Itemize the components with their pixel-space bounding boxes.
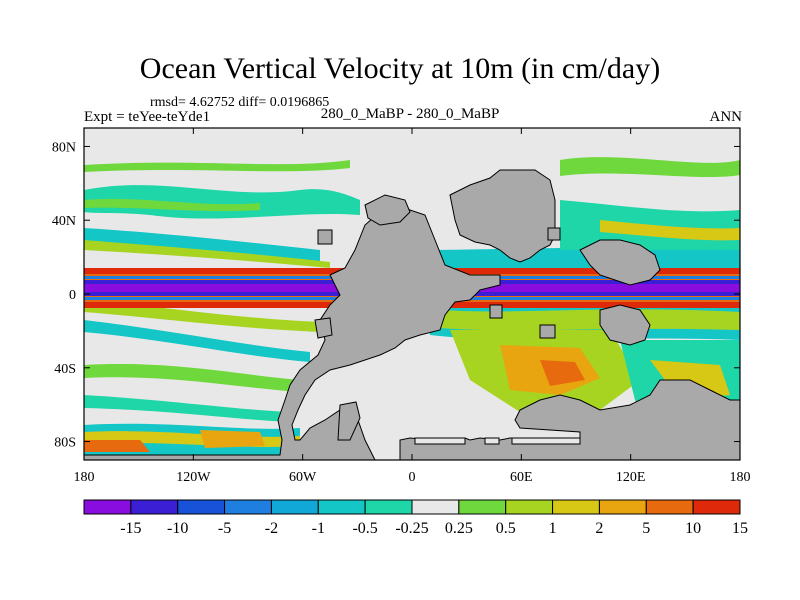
y-tick-label: 80N — [52, 140, 76, 155]
colorbar-swatch — [83, 499, 132, 515]
y-tick-label: 0 — [69, 288, 76, 303]
x-tick-label: 120W — [176, 470, 211, 485]
field-band-nh-sub-2 — [84, 240, 330, 268]
field-band-sh-mid-2 — [84, 395, 290, 422]
map-field — [84, 128, 740, 460]
ice-shelf-1 — [414, 437, 466, 445]
experiment-label: Expt = teYee-teYde1 — [84, 109, 211, 125]
colorbar-label: -10 — [167, 520, 188, 537]
colorbar-label: -15 — [120, 520, 141, 537]
x-tick-label: 180 — [74, 470, 95, 485]
y-tick-label: 40S — [54, 362, 76, 377]
colorbar-swatch — [552, 499, 600, 515]
land-americas — [84, 204, 740, 460]
x-tick-label: 60E — [510, 470, 533, 485]
land-mask — [84, 169, 740, 460]
stats-text: rmsd= 4.62752 diff= 0.0196865 — [150, 95, 330, 110]
season-label: ANN — [709, 109, 743, 125]
land-island-2 — [314, 317, 333, 339]
field-north-pacific-high — [560, 157, 740, 178]
colorbar-swatch — [364, 499, 413, 515]
colorbar-swatch — [598, 499, 647, 515]
land-antarctic-peninsula — [337, 401, 361, 441]
colorbar-label: 0.25 — [445, 520, 473, 537]
field-patch-southern-ocean-2 — [200, 430, 265, 448]
colorbar-swatch — [130, 499, 179, 515]
y-tick-label: 80S — [54, 436, 76, 451]
x-tick-label: 60W — [289, 470, 317, 485]
chart-title: Ocean Vertical Velocity at 10m (in cm/da… — [139, 52, 661, 85]
colorbar-swatch — [458, 499, 507, 515]
field-band-nh-mid-2 — [84, 198, 260, 212]
colorbar-swatch — [645, 499, 694, 515]
colorbar-label: 1 — [549, 520, 557, 537]
field-indian-ocean-3 — [540, 360, 585, 386]
land-island-3 — [547, 227, 561, 241]
x-axis: 180 120W 60W 0 60E 120E 180 — [74, 128, 751, 485]
colorbar-swatch — [411, 499, 460, 515]
colorbar-swatch — [270, 499, 319, 515]
y-tick-label: 40N — [52, 214, 76, 229]
field-band-nh-mid — [84, 185, 360, 219]
field-band-sh-mid — [84, 363, 300, 392]
field-band-nh-high — [84, 160, 350, 172]
field-indo-pacific-2 — [440, 309, 740, 331]
field-band-nh-sub — [84, 228, 320, 262]
field-north-pacific-east-2 — [600, 220, 740, 241]
x-tick-label: 0 — [409, 470, 416, 485]
colorbar-label: -1 — [312, 520, 325, 537]
colorbar-swatch — [692, 499, 741, 515]
colorbar-label: 0.5 — [496, 520, 516, 537]
x-tick-label: 180 — [730, 470, 751, 485]
colorbar-swatch — [177, 499, 226, 515]
colorbar-swatch — [505, 499, 554, 515]
y-axis: 80N 40N 0 40S 80S — [52, 140, 740, 451]
colorbar-label: 15 — [732, 520, 748, 537]
field-patch-southern-ocean — [84, 440, 150, 452]
x-tick-label: 120E — [616, 470, 646, 485]
colorbar-label: -2 — [265, 520, 278, 537]
land-island-1 — [317, 229, 333, 245]
colorbar: -15 -10 -5 -2 -1 -0.5 -0.25 0.25 0.5 1 2 5 10 15 — [83, 499, 748, 537]
case-label: 280_0_MaBP - 280_0_MaBP — [320, 106, 500, 122]
colorbar-label: -0.25 — [395, 520, 428, 537]
colorbar-label: -5 — [218, 520, 231, 537]
colorbar-label: -0.5 — [352, 520, 377, 537]
land-island-4 — [489, 304, 503, 319]
field-band-sh-sub-2 — [84, 320, 310, 362]
colorbar-label: 2 — [595, 520, 603, 537]
colorbar-label: 10 — [685, 520, 701, 537]
ice-shelves — [414, 437, 581, 445]
ice-shelf-3 — [511, 437, 581, 445]
colorbar-swatch — [224, 499, 272, 515]
colorbar-swatch — [317, 499, 366, 515]
land-asia-east — [579, 239, 661, 286]
land-eurasia — [449, 169, 556, 263]
land-island-5 — [539, 324, 556, 339]
land-australia — [599, 304, 651, 346]
land-greenland — [364, 194, 411, 226]
colorbar-label: 5 — [642, 520, 650, 537]
ice-shelf-2 — [484, 437, 500, 445]
